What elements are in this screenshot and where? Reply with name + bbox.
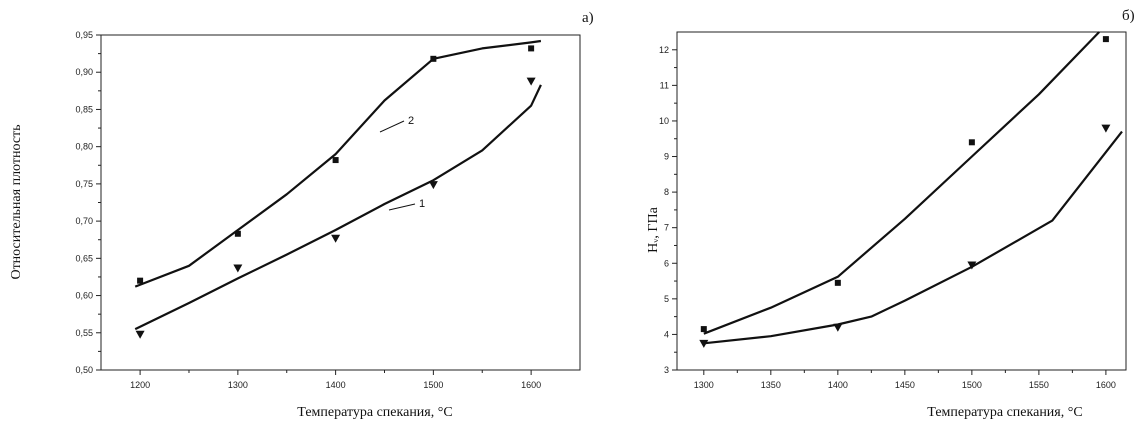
panel-label-b: б) — [1122, 8, 1135, 24]
data-point-triangle — [1101, 124, 1111, 133]
fit-curve — [134, 39, 542, 288]
plot-frame — [676, 31, 1127, 371]
y-tick-label: 5 — [664, 294, 669, 304]
y-tick-label: 0,95 — [75, 30, 93, 40]
y-tick-label: 6 — [664, 258, 669, 268]
data-point-square — [1102, 36, 1109, 43]
data-point-square — [700, 326, 707, 333]
x-tick-label: 1400 — [326, 380, 346, 390]
y-tick-label: 0,60 — [75, 291, 93, 301]
y-tick-label: 0,80 — [75, 142, 93, 152]
x-tick-label: 1450 — [895, 380, 915, 390]
x-tick-label: 1200 — [130, 380, 150, 390]
y-tick-label: 3 — [664, 365, 669, 375]
y-tick-label: 10 — [659, 116, 669, 126]
curve-leader — [379, 120, 405, 133]
x-tick-label: 1500 — [962, 380, 982, 390]
y-tick-label: 4 — [664, 329, 669, 339]
panel-label-a: а) — [582, 10, 594, 26]
chart-b: б) Температура спекания, °С Hᵥ, ГПа 3 4 5 6… — [646, 8, 1135, 420]
data-point-square — [332, 157, 339, 164]
plot-frame — [100, 34, 581, 371]
x-tick-label: 1400 — [828, 380, 848, 390]
x-tick-label: 1500 — [423, 380, 443, 390]
data-point-square — [137, 277, 144, 284]
data-point-square — [968, 139, 975, 146]
y-tick-label: 0,50 — [75, 365, 93, 375]
x-axis-title-b: Температура спекания, °С — [927, 405, 1082, 420]
x-tick-label: 1300 — [694, 380, 714, 390]
fit-curve — [703, 31, 1100, 335]
fit-curve — [703, 130, 1123, 345]
y-tick-label: 11 — [660, 80, 669, 90]
data-point-triangle — [699, 339, 709, 348]
chart-a: а) Температура спекания, °С Относительна… — [9, 10, 594, 420]
data-point-square — [528, 45, 535, 52]
x-tick-label: 1600 — [1096, 380, 1116, 390]
curve-label: 1 — [419, 198, 425, 210]
y-tick-label: 0,70 — [75, 216, 93, 226]
fit-curve — [134, 84, 542, 331]
curve-label: 2 — [408, 115, 414, 127]
y-tick-label: 0,85 — [75, 104, 93, 114]
data-point-triangle — [135, 330, 145, 339]
y-tick-label: 7 — [664, 223, 669, 233]
x-axis-title-a: Температура спекания, °С — [297, 405, 452, 420]
data-point-square — [234, 230, 241, 237]
data-point-square — [834, 279, 841, 286]
y-axis-title-a: Относительная плотность — [9, 124, 24, 279]
data-point-triangle — [526, 77, 536, 86]
y-tick-label: 9 — [664, 152, 669, 162]
y-axis-title-b: Hᵥ, ГПа — [646, 206, 661, 252]
data-point-triangle — [428, 181, 438, 190]
y-tick-label: 12 — [659, 45, 669, 55]
y-tick-label: 0,90 — [75, 67, 93, 77]
y-tick-label: 0,55 — [75, 328, 93, 338]
curve-leader — [388, 203, 416, 211]
y-tick-label: 8 — [664, 187, 669, 197]
data-point-triangle — [331, 234, 341, 243]
data-point-square — [430, 55, 437, 62]
x-tick-label: 1350 — [761, 380, 781, 390]
x-tick-label: 1600 — [521, 380, 541, 390]
data-point-triangle — [833, 323, 843, 332]
y-tick-label: 0,65 — [75, 253, 93, 263]
x-tick-label: 1550 — [1029, 380, 1049, 390]
data-point-triangle — [967, 261, 977, 270]
data-point-triangle — [233, 264, 243, 273]
x-tick-label: 1300 — [228, 380, 248, 390]
y-tick-label: 0,75 — [75, 179, 93, 189]
